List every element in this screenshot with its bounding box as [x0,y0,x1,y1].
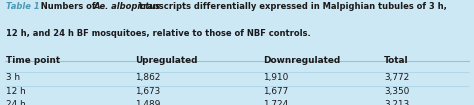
Text: 12 h, and 24 h BF mosquitoes, relative to those of NBF controls.: 12 h, and 24 h BF mosquitoes, relative t… [6,29,311,38]
Text: 24 h: 24 h [6,100,26,105]
Text: Time point: Time point [6,56,60,65]
Text: 12 h: 12 h [6,87,26,96]
Text: Numbers of: Numbers of [35,2,98,11]
Text: Table 1: Table 1 [6,2,40,11]
Text: 3 h: 3 h [6,73,20,82]
Text: 1,677: 1,677 [263,87,288,96]
Text: 1,910: 1,910 [263,73,288,82]
Text: 3,350: 3,350 [384,87,409,96]
Text: 1,489: 1,489 [135,100,161,105]
Text: Total: Total [384,56,409,65]
Text: 1,673: 1,673 [135,87,160,96]
Text: 3,772: 3,772 [384,73,409,82]
Text: Upregulated: Upregulated [135,56,198,65]
Text: 1,862: 1,862 [135,73,161,82]
Text: Ae. albopictus: Ae. albopictus [93,2,161,11]
Text: transcripts differentially expressed in Malpighian tubules of 3 h,: transcripts differentially expressed in … [136,2,447,11]
Text: 1,724: 1,724 [263,100,288,105]
Text: Downregulated: Downregulated [263,56,340,65]
Text: 3,213: 3,213 [384,100,409,105]
